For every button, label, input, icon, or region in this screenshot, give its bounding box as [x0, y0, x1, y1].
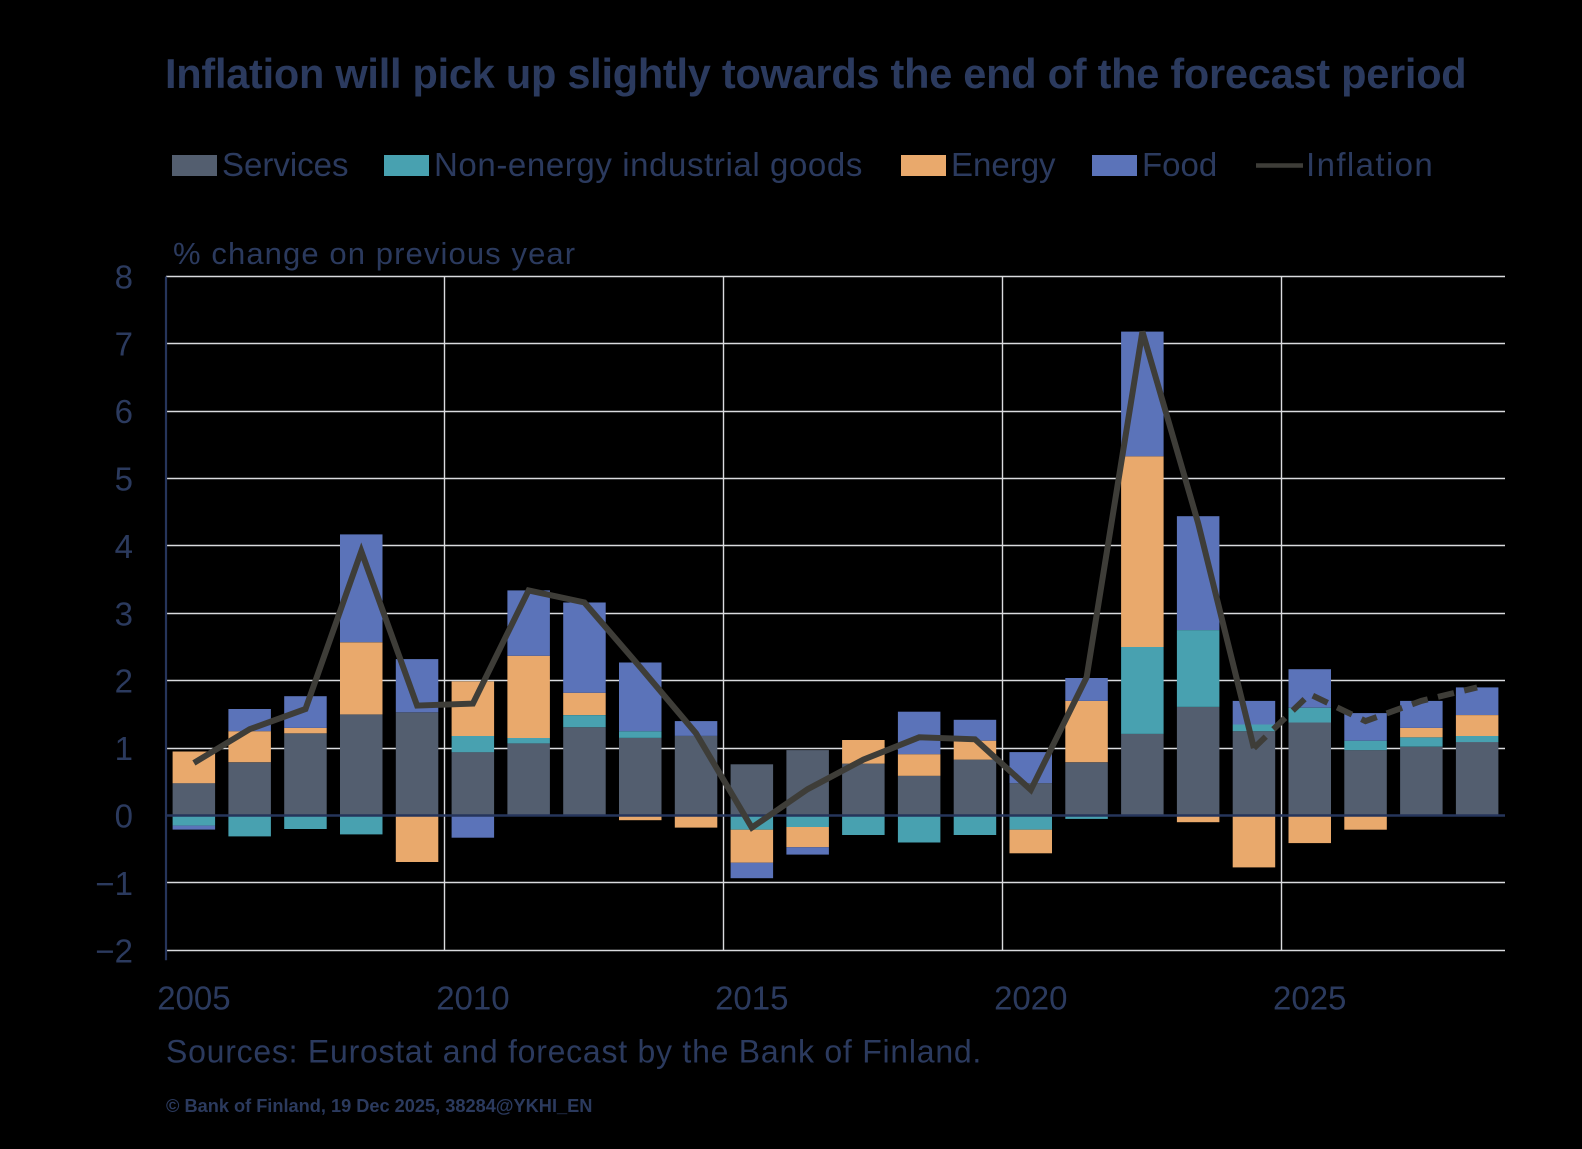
svg-text:2020: 2020	[994, 980, 1067, 1017]
svg-text:2025: 2025	[1273, 980, 1346, 1017]
svg-text:0: 0	[115, 798, 133, 835]
svg-text:Energy: Energy	[951, 146, 1056, 183]
svg-text:5: 5	[115, 461, 133, 498]
svg-text:Non-energy industrial goods: Non-energy industrial goods	[434, 146, 863, 183]
svg-text:2010: 2010	[436, 980, 509, 1017]
svg-text:2015: 2015	[715, 980, 788, 1017]
svg-text:7: 7	[115, 326, 133, 363]
svg-text:Services: Services	[222, 146, 349, 183]
svg-text:Inflation will pick up slightl: Inflation will pick up slightly towards …	[165, 50, 1466, 97]
svg-text:3: 3	[115, 595, 133, 632]
svg-text:6: 6	[115, 393, 133, 430]
svg-text:8: 8	[115, 258, 133, 295]
svg-text:Food: Food	[1142, 146, 1217, 183]
svg-text:© Bank of Finland, 19 Dec 2025: © Bank of Finland, 19 Dec 2025, 38284@YK…	[166, 1096, 592, 1116]
svg-text:−1: −1	[95, 865, 133, 902]
svg-text:−2: −2	[95, 932, 133, 969]
svg-text:2: 2	[115, 663, 133, 700]
svg-text:4: 4	[115, 528, 133, 565]
svg-text:2005: 2005	[157, 980, 230, 1017]
svg-text:% change on previous year: % change on previous year	[173, 236, 576, 271]
svg-text:Inflation: Inflation	[1306, 146, 1434, 183]
svg-text:1: 1	[115, 730, 133, 767]
svg-text:Sources: Eurostat and forecast: Sources: Eurostat and forecast by the Ba…	[166, 1034, 982, 1070]
